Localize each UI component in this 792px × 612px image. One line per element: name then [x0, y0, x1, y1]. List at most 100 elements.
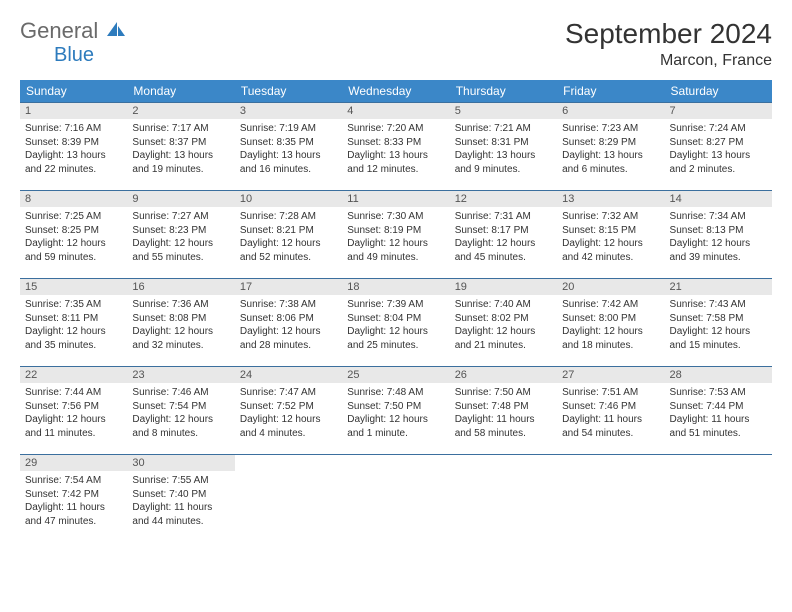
sunset-line: Sunset: 8:11 PM: [25, 312, 122, 326]
daylight-line: Daylight: 13 hours and 19 minutes.: [132, 149, 229, 176]
day-cell: 17Sunrise: 7:38 AMSunset: 8:06 PMDayligh…: [235, 279, 342, 367]
sunrise-line: Sunrise: 7:32 AM: [562, 210, 659, 224]
day-body: Sunrise: 7:35 AMSunset: 8:11 PMDaylight:…: [20, 295, 127, 356]
day-body: Sunrise: 7:24 AMSunset: 8:27 PMDaylight:…: [665, 119, 772, 180]
day-number: 23: [127, 367, 234, 383]
sunrise-line: Sunrise: 7:20 AM: [347, 122, 444, 136]
sunset-line: Sunset: 8:39 PM: [25, 136, 122, 150]
sunrise-line: Sunrise: 7:38 AM: [240, 298, 337, 312]
month-title: September 2024: [565, 18, 772, 50]
sunrise-line: Sunrise: 7:27 AM: [132, 210, 229, 224]
daylight-line: Daylight: 13 hours and 9 minutes.: [455, 149, 552, 176]
daylight-line: Daylight: 11 hours and 51 minutes.: [670, 413, 767, 440]
weekday-header: Monday: [127, 80, 234, 103]
day-cell: 23Sunrise: 7:46 AMSunset: 7:54 PMDayligh…: [127, 367, 234, 455]
sunset-line: Sunset: 7:56 PM: [25, 400, 122, 414]
day-number: 9: [127, 191, 234, 207]
day-cell: [557, 455, 664, 543]
day-number: 10: [235, 191, 342, 207]
sunset-line: Sunset: 7:40 PM: [132, 488, 229, 502]
brand-logo: General Blue: [20, 18, 127, 67]
day-number: 28: [665, 367, 772, 383]
day-body: Sunrise: 7:39 AMSunset: 8:04 PMDaylight:…: [342, 295, 449, 356]
sunrise-line: Sunrise: 7:36 AM: [132, 298, 229, 312]
daylight-line: Daylight: 12 hours and 49 minutes.: [347, 237, 444, 264]
day-number: 2: [127, 103, 234, 119]
sunrise-line: Sunrise: 7:24 AM: [670, 122, 767, 136]
daylight-line: Daylight: 12 hours and 8 minutes.: [132, 413, 229, 440]
daylight-line: Daylight: 12 hours and 32 minutes.: [132, 325, 229, 352]
daylight-line: Daylight: 12 hours and 45 minutes.: [455, 237, 552, 264]
sunrise-line: Sunrise: 7:39 AM: [347, 298, 444, 312]
daylight-line: Daylight: 13 hours and 16 minutes.: [240, 149, 337, 176]
day-body: Sunrise: 7:47 AMSunset: 7:52 PMDaylight:…: [235, 383, 342, 444]
daylight-line: Daylight: 12 hours and 11 minutes.: [25, 413, 122, 440]
week-row: 29Sunrise: 7:54 AMSunset: 7:42 PMDayligh…: [20, 455, 772, 543]
day-number: 16: [127, 279, 234, 295]
day-number: 14: [665, 191, 772, 207]
sunset-line: Sunset: 8:29 PM: [562, 136, 659, 150]
sunset-line: Sunset: 7:54 PM: [132, 400, 229, 414]
day-cell: 6Sunrise: 7:23 AMSunset: 8:29 PMDaylight…: [557, 103, 664, 191]
daylight-line: Daylight: 13 hours and 2 minutes.: [670, 149, 767, 176]
daylight-line: Daylight: 12 hours and 28 minutes.: [240, 325, 337, 352]
day-number: 18: [342, 279, 449, 295]
day-body: Sunrise: 7:50 AMSunset: 7:48 PMDaylight:…: [450, 383, 557, 444]
daylight-line: Daylight: 12 hours and 1 minute.: [347, 413, 444, 440]
day-cell: 16Sunrise: 7:36 AMSunset: 8:08 PMDayligh…: [127, 279, 234, 367]
day-body: Sunrise: 7:54 AMSunset: 7:42 PMDaylight:…: [20, 471, 127, 532]
daylight-line: Daylight: 12 hours and 52 minutes.: [240, 237, 337, 264]
day-body: Sunrise: 7:21 AMSunset: 8:31 PMDaylight:…: [450, 119, 557, 180]
sunset-line: Sunset: 7:42 PM: [25, 488, 122, 502]
day-number: 17: [235, 279, 342, 295]
day-number: 5: [450, 103, 557, 119]
sunrise-line: Sunrise: 7:55 AM: [132, 474, 229, 488]
week-row: 15Sunrise: 7:35 AMSunset: 8:11 PMDayligh…: [20, 279, 772, 367]
day-cell: 7Sunrise: 7:24 AMSunset: 8:27 PMDaylight…: [665, 103, 772, 191]
day-cell: 1Sunrise: 7:16 AMSunset: 8:39 PMDaylight…: [20, 103, 127, 191]
day-body: Sunrise: 7:38 AMSunset: 8:06 PMDaylight:…: [235, 295, 342, 356]
sunset-line: Sunset: 8:33 PM: [347, 136, 444, 150]
sunrise-line: Sunrise: 7:35 AM: [25, 298, 122, 312]
day-number: 21: [665, 279, 772, 295]
day-body: Sunrise: 7:48 AMSunset: 7:50 PMDaylight:…: [342, 383, 449, 444]
daylight-line: Daylight: 12 hours and 35 minutes.: [25, 325, 122, 352]
sunrise-line: Sunrise: 7:31 AM: [455, 210, 552, 224]
day-body: Sunrise: 7:32 AMSunset: 8:15 PMDaylight:…: [557, 207, 664, 268]
sunrise-line: Sunrise: 7:16 AM: [25, 122, 122, 136]
day-cell: 15Sunrise: 7:35 AMSunset: 8:11 PMDayligh…: [20, 279, 127, 367]
weekday-header: Tuesday: [235, 80, 342, 103]
sunrise-line: Sunrise: 7:19 AM: [240, 122, 337, 136]
sunrise-line: Sunrise: 7:48 AM: [347, 386, 444, 400]
sunset-line: Sunset: 8:21 PM: [240, 224, 337, 238]
sunset-line: Sunset: 8:00 PM: [562, 312, 659, 326]
sunset-line: Sunset: 8:31 PM: [455, 136, 552, 150]
day-cell: 9Sunrise: 7:27 AMSunset: 8:23 PMDaylight…: [127, 191, 234, 279]
day-cell: 13Sunrise: 7:32 AMSunset: 8:15 PMDayligh…: [557, 191, 664, 279]
day-body: Sunrise: 7:28 AMSunset: 8:21 PMDaylight:…: [235, 207, 342, 268]
sunset-line: Sunset: 8:35 PM: [240, 136, 337, 150]
day-cell: 18Sunrise: 7:39 AMSunset: 8:04 PMDayligh…: [342, 279, 449, 367]
day-cell: 11Sunrise: 7:30 AMSunset: 8:19 PMDayligh…: [342, 191, 449, 279]
weekday-header-row: SundayMondayTuesdayWednesdayThursdayFrid…: [20, 80, 772, 103]
day-cell: 26Sunrise: 7:50 AMSunset: 7:48 PMDayligh…: [450, 367, 557, 455]
day-cell: 8Sunrise: 7:25 AMSunset: 8:25 PMDaylight…: [20, 191, 127, 279]
day-body: Sunrise: 7:23 AMSunset: 8:29 PMDaylight:…: [557, 119, 664, 180]
calendar-table: SundayMondayTuesdayWednesdayThursdayFrid…: [20, 80, 772, 543]
day-cell: 25Sunrise: 7:48 AMSunset: 7:50 PMDayligh…: [342, 367, 449, 455]
day-number: 8: [20, 191, 127, 207]
daylight-line: Daylight: 12 hours and 4 minutes.: [240, 413, 337, 440]
day-body: Sunrise: 7:30 AMSunset: 8:19 PMDaylight:…: [342, 207, 449, 268]
daylight-line: Daylight: 12 hours and 55 minutes.: [132, 237, 229, 264]
week-row: 1Sunrise: 7:16 AMSunset: 8:39 PMDaylight…: [20, 103, 772, 191]
day-body: Sunrise: 7:43 AMSunset: 7:58 PMDaylight:…: [665, 295, 772, 356]
sunrise-line: Sunrise: 7:54 AM: [25, 474, 122, 488]
sunset-line: Sunset: 7:50 PM: [347, 400, 444, 414]
sunrise-line: Sunrise: 7:43 AM: [670, 298, 767, 312]
daylight-line: Daylight: 12 hours and 59 minutes.: [25, 237, 122, 264]
day-number: 12: [450, 191, 557, 207]
day-number: 6: [557, 103, 664, 119]
sunrise-line: Sunrise: 7:50 AM: [455, 386, 552, 400]
day-number: 24: [235, 367, 342, 383]
daylight-line: Daylight: 13 hours and 22 minutes.: [25, 149, 122, 176]
